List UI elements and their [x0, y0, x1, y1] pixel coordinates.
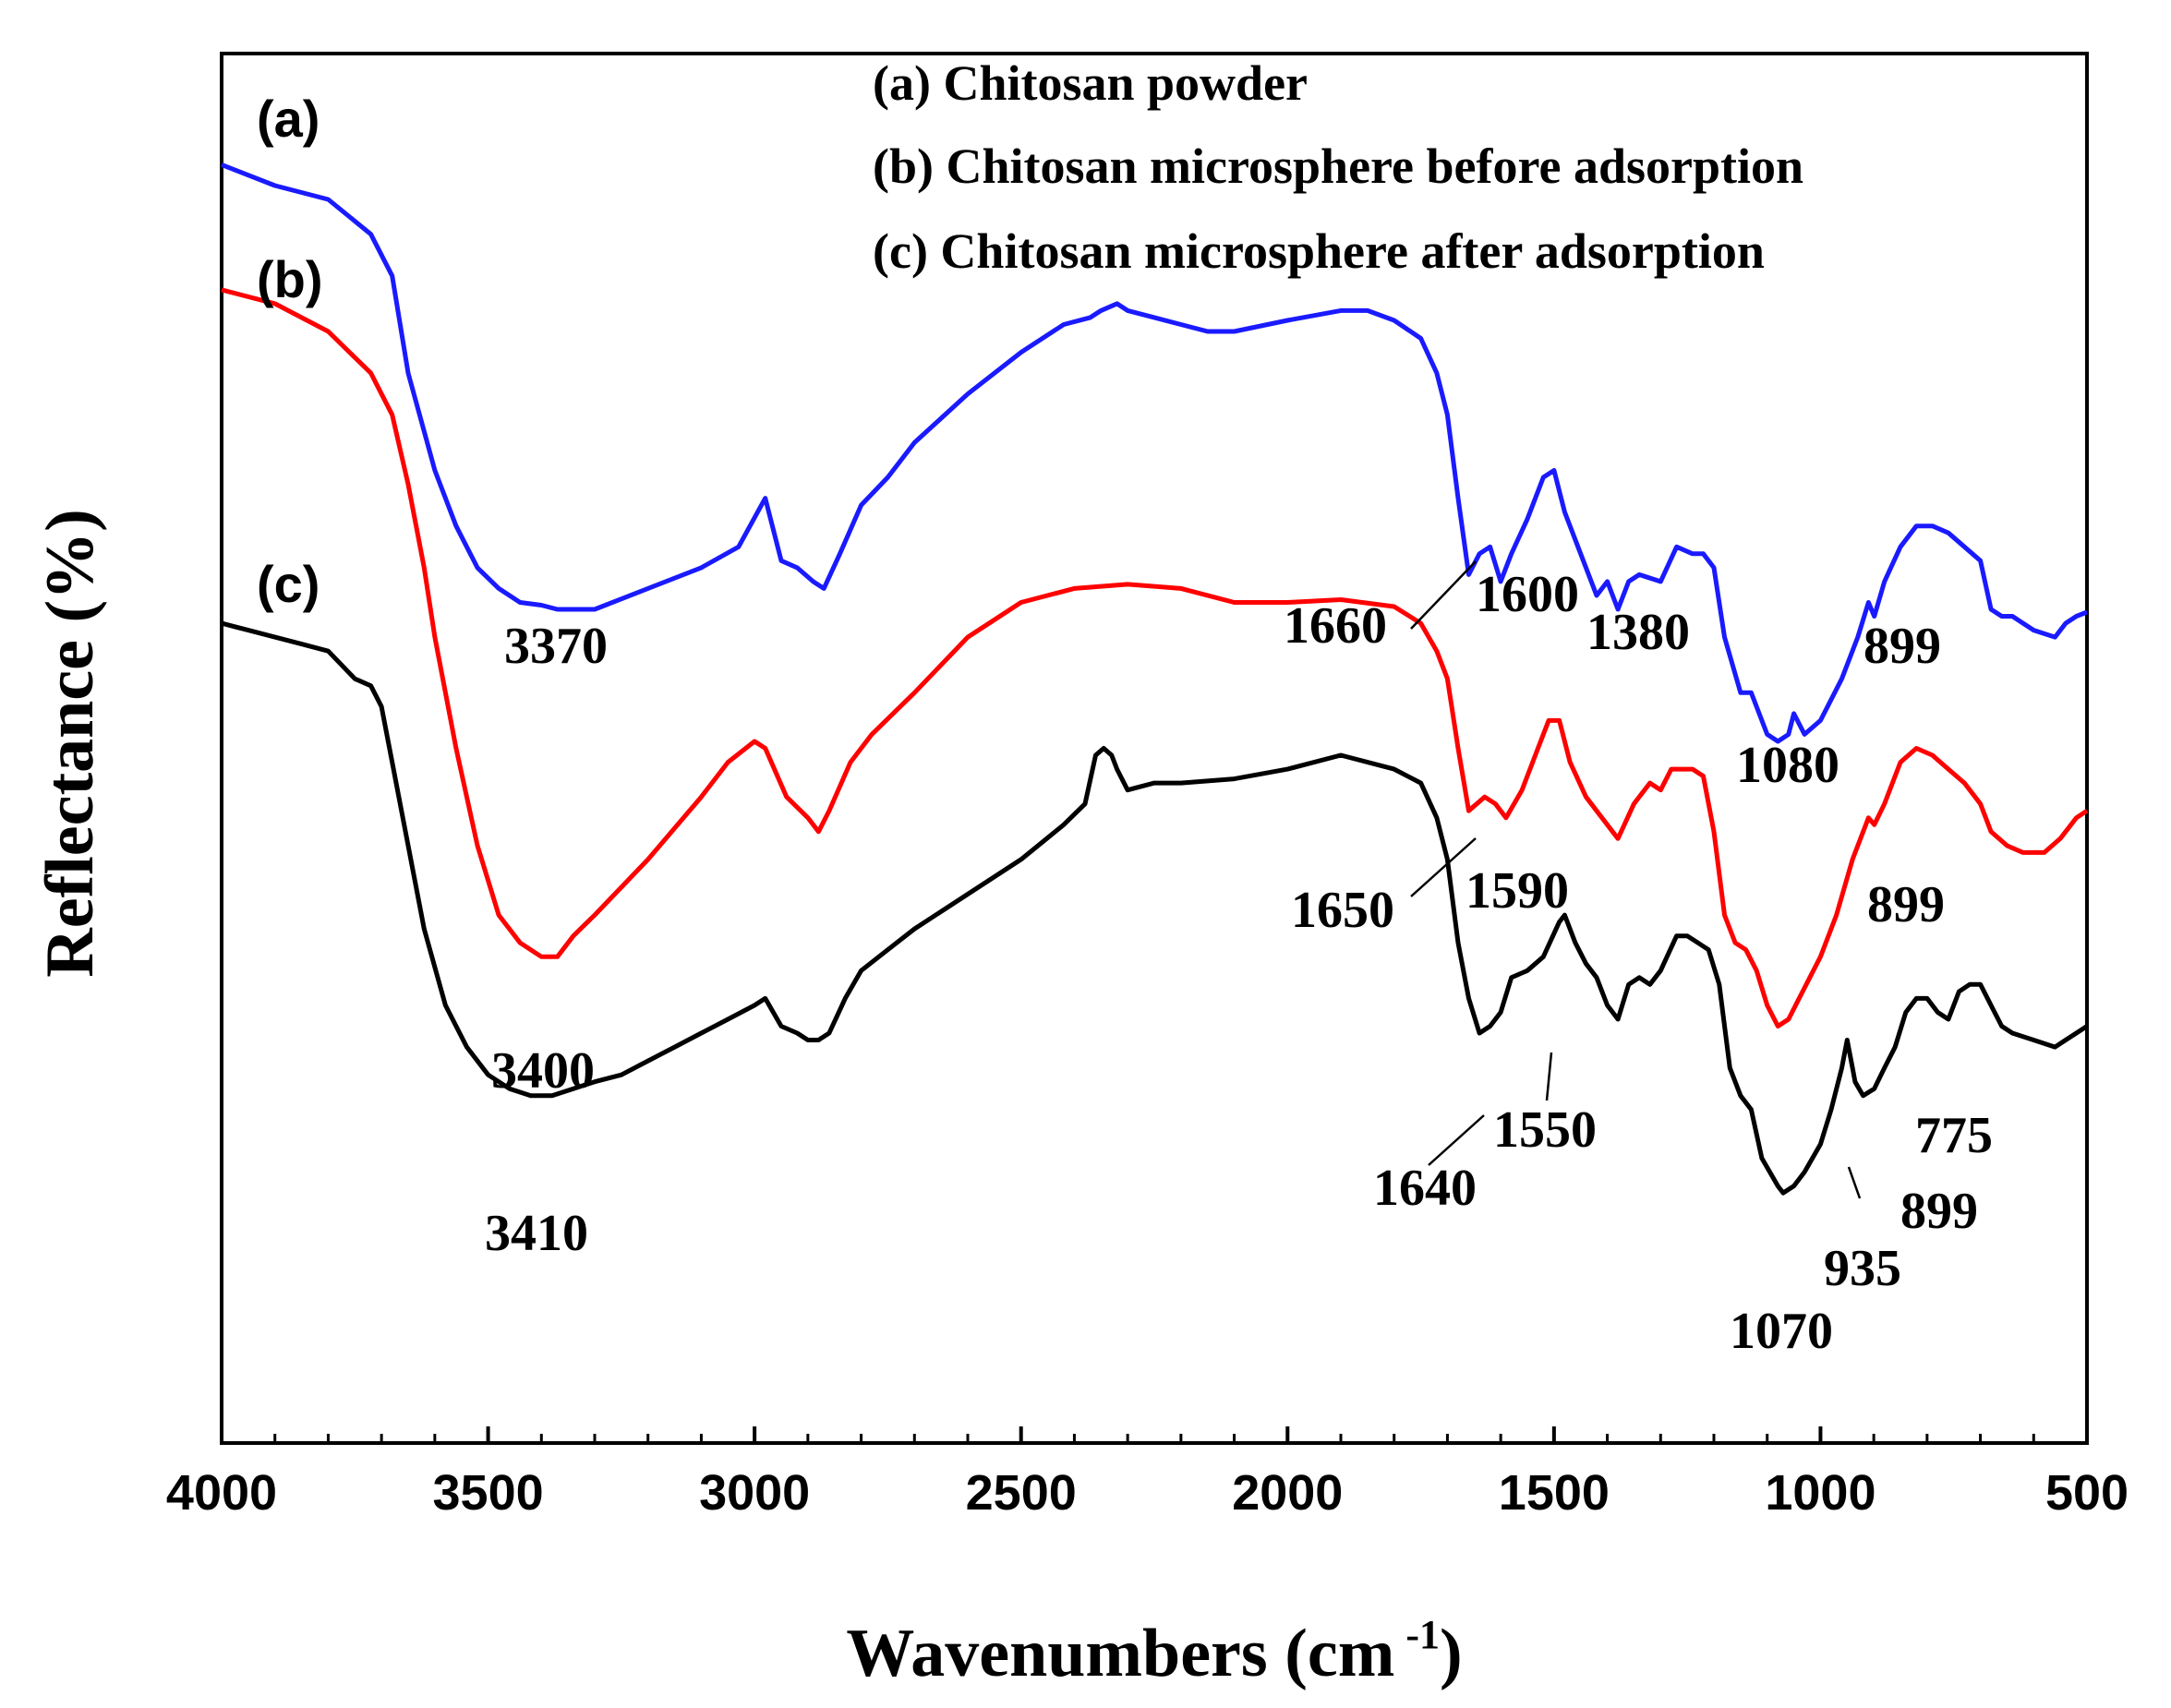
peak-label-c-3410: 3410	[485, 1205, 588, 1262]
x-tick-label-4000: 4000	[166, 1465, 277, 1521]
spectra-group	[221, 162, 2089, 1196]
spectrum-line-b	[221, 287, 2089, 1028]
peak-label-a-1600: 1600	[1476, 566, 1579, 623]
peak-label-c-1070: 1070	[1730, 1303, 1833, 1360]
x-tick-label-1000: 1000	[1765, 1465, 1876, 1521]
peak-label-c-935: 935	[1824, 1240, 1901, 1297]
spectrum-line-a	[221, 162, 2088, 744]
x-tick-label-3000: 3000	[699, 1465, 810, 1521]
peak-label-a-3370: 3370	[504, 618, 608, 675]
legend: (a) Chitosan powder (b) Chitosan microsp…	[873, 55, 1803, 279]
peak-label-a-1080: 1080	[1736, 737, 1839, 794]
plot-frame	[220, 52, 2089, 1445]
legend-entry-b: (b) Chitosan microsphere before adsorpti…	[873, 138, 1803, 194]
curve-label-b: (b)	[257, 250, 323, 308]
leader-1550	[1545, 1052, 1553, 1101]
peak-label-c-1640: 1640	[1373, 1160, 1477, 1217]
curve-label-a: (a)	[257, 90, 320, 148]
peak-label-b-899: 899	[1867, 876, 1945, 933]
peak-label-c-899: 899	[1900, 1183, 1978, 1240]
x-axis-title: Wavenumbers (cm -1)	[846, 1612, 1462, 1691]
x-tick-label-2000: 2000	[1232, 1465, 1343, 1521]
x-axis-title-main: Wavenumbers (cm	[846, 1616, 1394, 1691]
peak-label-a-899: 899	[1863, 618, 1941, 675]
peak-label-c-775: 775	[1915, 1107, 1993, 1164]
y-axis-title: Reflectance (%)	[32, 509, 108, 977]
x-axis-tick-labels: 4000 3500 3000 2500 2000 1500 1000 500	[166, 1465, 2129, 1521]
x-tick-label-1500: 1500	[1499, 1465, 1610, 1521]
x-tick-label-500: 500	[2045, 1465, 2129, 1521]
x-tick-label-3500: 3500	[433, 1465, 544, 1521]
legend-entry-a: (a) Chitosan powder	[873, 55, 1308, 111]
x-axis-title-superscript: -1	[1405, 1612, 1440, 1657]
peak-label-c-1550: 1550	[1493, 1101, 1597, 1159]
x-tick-label-2500: 2500	[966, 1465, 1077, 1521]
leader-935	[1847, 1166, 1862, 1199]
curve-label-c: (c)	[257, 555, 320, 613]
leader-1650	[1410, 837, 1477, 897]
peak-label-b-1650: 1650	[1291, 882, 1394, 939]
peak-leader-lines	[1410, 560, 1862, 1199]
x-axis-ticks	[220, 1426, 2089, 1443]
peak-label-b-1590: 1590	[1465, 862, 1569, 920]
leader-1640	[1428, 1114, 1485, 1166]
peak-label-a-1660: 1660	[1284, 597, 1387, 655]
spectrum-line-c	[221, 620, 2089, 1196]
leader-1660	[1410, 560, 1477, 630]
x-axis-title-suffix: )	[1440, 1616, 1463, 1691]
legend-entry-c: (c) Chitosan microsphere after adsorptio…	[873, 223, 1765, 279]
peak-label-b-3400: 3400	[491, 1042, 595, 1100]
peak-label-a-1380: 1380	[1586, 604, 1690, 661]
